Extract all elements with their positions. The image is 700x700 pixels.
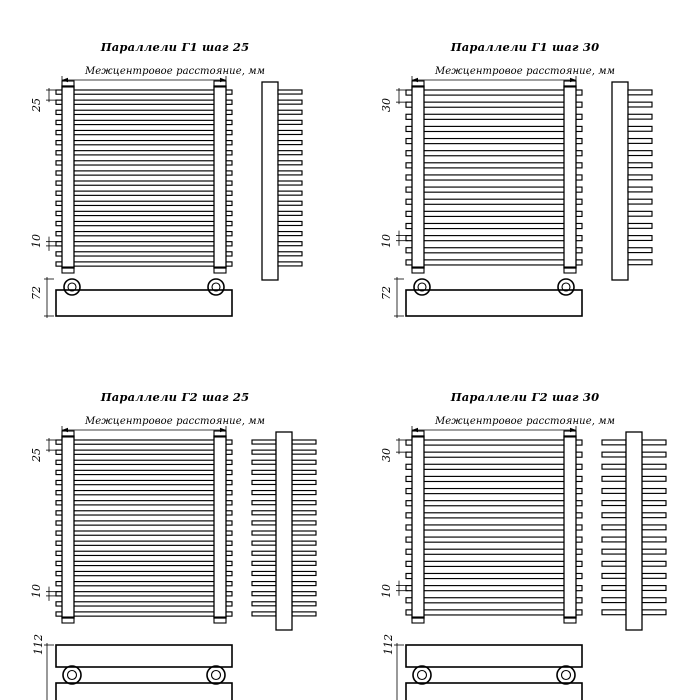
panel-title: Параллели Г2 шаг 30	[450, 390, 600, 404]
panel-graphics	[44, 426, 317, 700]
panel-graphics	[394, 76, 653, 318]
drawing-panel-g2-step25: Параллели Г2 шаг 25 Межцентровое расстоя…	[0, 350, 350, 700]
panel-title: Параллели Г1 шаг 25	[100, 40, 250, 54]
panel-graphics	[44, 76, 303, 318]
drawing-panel-g2-step30: Параллели Г2 шаг 30 Межцентровое расстоя…	[350, 350, 700, 700]
panel-subtitle: Межцентровое расстояние, мм	[434, 66, 616, 77]
panel-graphics	[394, 426, 667, 700]
panel-subtitle: Межцентровое расстояние, мм	[84, 416, 266, 427]
panel-title: Параллели Г2 шаг 25	[100, 390, 250, 404]
panel-title: Параллели Г1 шаг 30	[450, 40, 600, 54]
drawing-panel-g1-step25: Параллели Г1 шаг 25 Межцентровое расстоя…	[0, 0, 350, 350]
panel-subtitle: Межцентровое расстояние, мм	[84, 66, 266, 77]
drawing-panel-g1-step30: Параллели Г1 шаг 30 Межцентровое расстоя…	[350, 0, 700, 350]
panel-subtitle: Межцентровое расстояние, мм	[434, 416, 616, 427]
